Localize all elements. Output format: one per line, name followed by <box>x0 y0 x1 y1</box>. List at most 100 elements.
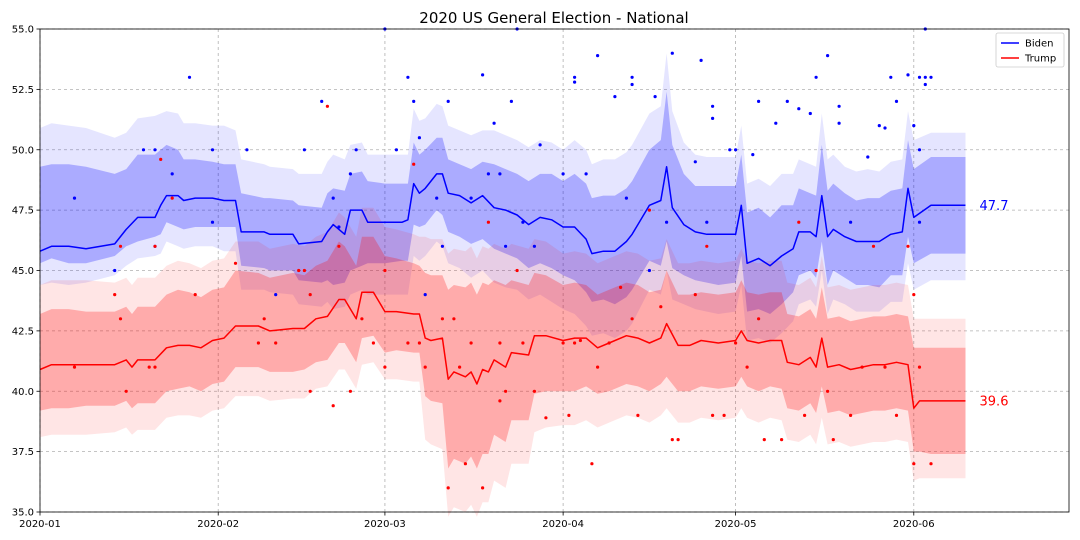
trump-poll-point <box>159 157 163 161</box>
biden-poll-point <box>573 80 577 84</box>
trump-poll-point <box>383 365 387 369</box>
biden-poll-point <box>584 172 588 176</box>
biden-end-value-label: 47.7 <box>980 199 1009 214</box>
trump-poll-point <box>423 365 427 369</box>
trump-poll-point <box>308 389 312 393</box>
biden-poll-point <box>412 99 416 103</box>
trump-poll-point <box>578 338 583 343</box>
trump-outer-band <box>40 207 966 517</box>
x-axis: 2020-01 2020-02 2020-03 2020-04 2020-05 2020-… <box>19 512 935 530</box>
biden-poll-point <box>808 111 812 116</box>
trump-poll-point <box>659 305 663 309</box>
trump-poll-point <box>722 413 726 417</box>
biden-poll-point <box>923 75 927 79</box>
biden-poll-point <box>481 73 485 77</box>
trump-poll-point <box>498 341 502 345</box>
trump-poll-point <box>72 365 77 369</box>
biden-poll-point <box>711 116 715 120</box>
trump-poll-point <box>871 244 876 248</box>
biden-poll-point <box>705 220 709 224</box>
trump-poll-point <box>504 389 508 393</box>
biden-poll-point <box>532 244 537 248</box>
legend-label-biden: Biden <box>1025 39 1053 50</box>
trump-inner-band <box>40 236 966 469</box>
trump-poll-point <box>153 365 157 369</box>
x-tick-label: 2020-05 <box>715 519 757 530</box>
biden-poll-point <box>141 148 146 152</box>
biden-poll-point <box>647 268 652 273</box>
y-tick-label: 50.0 <box>12 145 34 156</box>
biden-poll-point <box>509 99 513 103</box>
biden-outer-band <box>40 53 966 343</box>
trump-poll-point <box>147 365 151 369</box>
y-tick-label: 55.0 <box>12 25 34 36</box>
biden-poll-point <box>446 99 450 103</box>
biden-poll-point <box>774 121 778 125</box>
trump-poll-point <box>647 208 652 212</box>
trump-poll-point <box>912 293 916 297</box>
trump-poll-point <box>573 341 577 345</box>
trump-poll-point <box>469 341 473 345</box>
trump-poll-point <box>670 438 674 442</box>
biden-poll-point <box>170 172 174 176</box>
biden-poll-point <box>561 172 565 176</box>
x-tick-label: 2020-03 <box>364 519 406 530</box>
biden-poll-point <box>406 75 410 79</box>
biden-poll-point <box>751 153 755 157</box>
biden-poll-point <box>849 220 853 224</box>
trump-poll-point <box>486 220 490 224</box>
biden-poll-point <box>498 172 502 176</box>
trump-poll-point <box>446 486 450 490</box>
trump-poll-point <box>458 365 462 369</box>
biden-poll-point <box>670 51 674 55</box>
biden-poll-point <box>929 75 933 79</box>
y-tick-label: 35.0 <box>12 508 34 519</box>
biden-poll-point <box>423 293 427 297</box>
biden-poll-point <box>492 121 496 125</box>
biden-poll-point <box>72 196 77 200</box>
biden-poll-point <box>469 196 473 200</box>
biden-poll-point <box>877 124 881 128</box>
trump-poll-point <box>596 365 600 369</box>
trump-poll-point <box>325 104 329 108</box>
biden-poll-point <box>613 95 617 99</box>
trump-poll-point <box>124 389 128 393</box>
biden-poll-point <box>883 126 887 130</box>
trump-poll-point <box>256 341 260 345</box>
trump-poll-point <box>170 196 174 200</box>
trump-poll-point <box>912 462 916 466</box>
biden-poll-point <box>693 160 697 164</box>
trump-poll-point <box>308 293 312 297</box>
trump-poll-point <box>849 413 853 417</box>
biden-poll-point <box>320 99 324 103</box>
biden-poll-point <box>596 54 600 58</box>
trump-poll-point <box>302 268 306 273</box>
x-tick-label: 2020-04 <box>542 519 584 530</box>
trump-poll-point <box>532 389 537 393</box>
trump-poll-point <box>780 438 784 442</box>
biden-poll-point <box>630 82 634 87</box>
trump-poll-point <box>297 268 301 273</box>
biden-poll-point <box>348 172 352 176</box>
x-tick-label: 2020-02 <box>197 519 239 530</box>
trump-poll-point <box>331 404 335 408</box>
y-axis: 35.0 37.5 40.0 42.5 45.0 47.5 50.0 52.5 55.0 <box>12 25 40 519</box>
biden-poll-point <box>354 148 358 152</box>
trump-poll-point <box>193 293 197 297</box>
end-value-labels: 47.7 39.6 <box>980 199 1009 410</box>
biden-poll-point <box>814 75 818 79</box>
trump-poll-point <box>762 438 766 442</box>
trump-poll-point <box>544 416 548 420</box>
biden-poll-point <box>912 124 916 128</box>
biden-poll-point <box>734 148 738 152</box>
biden-trend-line <box>39 165 966 267</box>
biden-poll-point <box>394 148 398 152</box>
confidence-bands <box>40 53 966 517</box>
biden-poll-point <box>889 75 893 79</box>
trump-poll-point <box>515 268 519 273</box>
biden-poll-point <box>573 75 577 79</box>
trump-poll-point <box>417 341 421 345</box>
trump-poll-point <box>797 220 801 224</box>
trump-poll-point <box>630 317 634 321</box>
